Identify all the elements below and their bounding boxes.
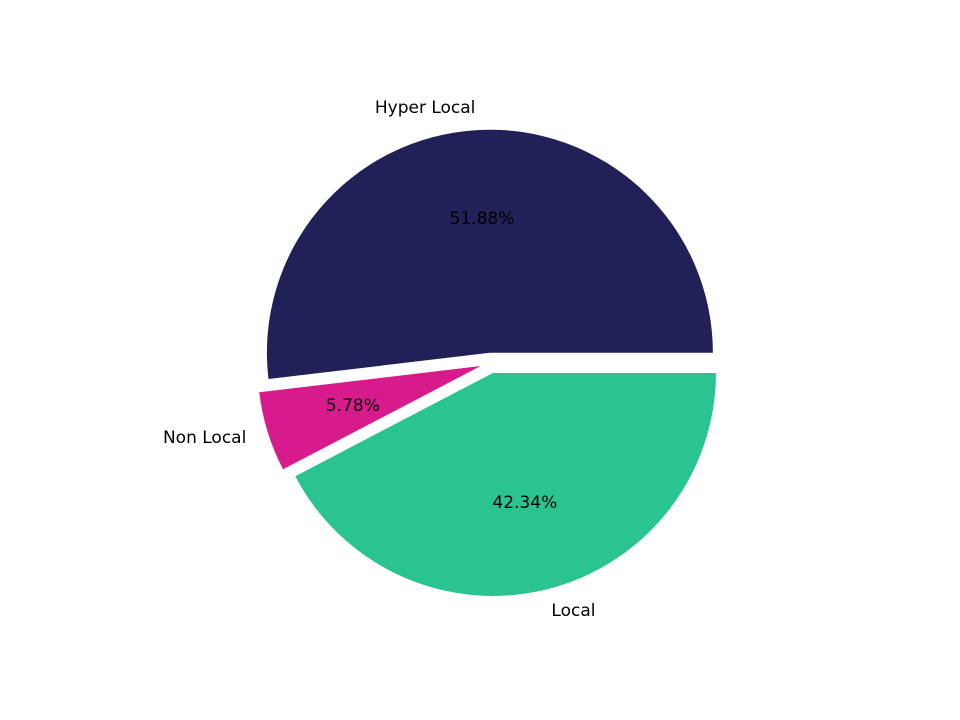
pie-slice-non-local [259,366,481,470]
slice-label-non-local: Non Local [162,428,247,449]
pie-slice-hyper-local [266,129,713,380]
pie-slice-local [295,372,716,596]
slice-label-local: Local [551,600,596,621]
slice-label-hyper-local: Hyper Local [374,97,476,118]
slice-percent-non-local: 5.78% [325,395,380,416]
slice-percent-local: 42.34% [492,492,558,513]
slice-percent-hyper-local: 51.88% [449,208,515,229]
